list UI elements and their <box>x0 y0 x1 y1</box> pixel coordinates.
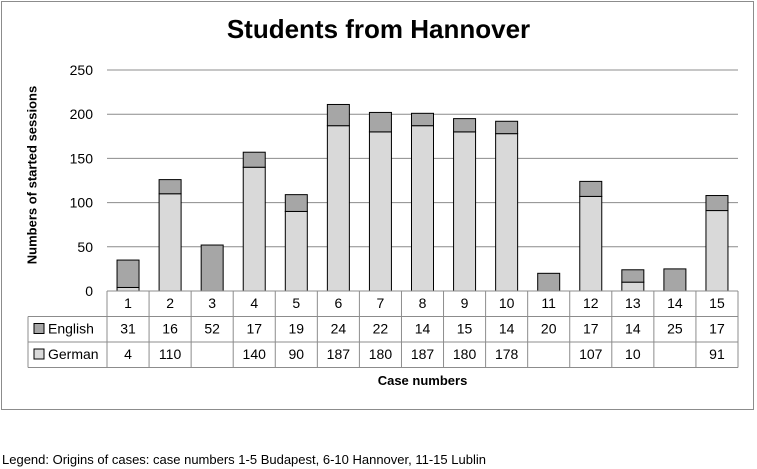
bar-english <box>453 118 477 133</box>
data-label-german: 180 <box>453 346 477 362</box>
data-label-english: 15 <box>457 321 473 337</box>
x-tick-label: 13 <box>625 295 641 311</box>
data-label-english: 31 <box>120 321 136 337</box>
bar-german <box>495 133 519 292</box>
bar-english <box>537 272 561 292</box>
x-tick-label: 14 <box>667 295 683 311</box>
bar-english <box>284 194 308 212</box>
data-label-english: 52 <box>204 321 220 337</box>
bar-german <box>326 125 350 292</box>
data-label-german: 180 <box>369 346 393 362</box>
legend-swatch-german <box>33 348 45 360</box>
legend-note: Legend: Origins of cases: case numbers 1… <box>2 452 486 467</box>
x-tick-label: 15 <box>709 295 725 311</box>
bar-english <box>158 179 182 195</box>
data-label-english: 14 <box>625 321 641 337</box>
x-tick-label: 9 <box>461 295 469 311</box>
data-label-german: 178 <box>495 346 519 362</box>
bar-german <box>705 210 729 292</box>
data-label-english: 19 <box>289 321 305 337</box>
data-label-english: 24 <box>331 321 347 337</box>
x-tick-label: 5 <box>292 295 300 311</box>
bar-german <box>116 286 140 292</box>
bar-german <box>368 131 392 292</box>
data-label-english: 17 <box>583 321 599 337</box>
bar-english <box>621 269 645 283</box>
data-label-german: 187 <box>327 346 351 362</box>
bar-english <box>663 268 687 292</box>
bar-german <box>621 281 645 292</box>
legend-label-english: English <box>48 321 94 337</box>
x-tick-label: 10 <box>499 295 515 311</box>
x-tick-label: 2 <box>166 295 174 311</box>
data-label-english: 20 <box>541 321 557 337</box>
bar-english <box>495 120 519 135</box>
x-tick-label: 12 <box>583 295 599 311</box>
data-label-german: 110 <box>159 346 182 362</box>
bar-german <box>453 131 477 292</box>
data-label-english: 25 <box>667 321 683 337</box>
bar-german <box>242 166 266 292</box>
x-tick-label: 3 <box>208 295 216 311</box>
bar-german <box>411 125 434 292</box>
data-label-german: 4 <box>124 346 132 362</box>
y-tick-label: 100 <box>70 195 94 211</box>
data-label-german: 90 <box>289 346 305 362</box>
legend-swatch-english <box>33 323 45 334</box>
x-tick-label: 8 <box>419 295 427 311</box>
bar-english <box>242 151 266 168</box>
data-label-german: 187 <box>411 346 435 362</box>
y-tick-label: 150 <box>70 150 94 166</box>
data-label-english: 14 <box>415 321 431 337</box>
x-tick-label: 1 <box>124 295 132 311</box>
chart-title: Students from Hannover <box>226 14 531 44</box>
bar-english <box>116 259 140 288</box>
bar-english <box>705 195 729 212</box>
bar-english <box>326 103 350 127</box>
data-label-german: 140 <box>243 346 267 362</box>
data-label-english: 17 <box>709 321 725 337</box>
legend-label-german: German <box>48 346 99 362</box>
bar-german <box>579 195 603 292</box>
data-label-german: 10 <box>625 346 641 362</box>
data-label-english: 22 <box>373 321 389 337</box>
y-tick-label: 50 <box>77 239 93 255</box>
bar-english <box>368 111 392 133</box>
x-tick-label: 7 <box>377 295 385 311</box>
data-label-german: 107 <box>579 346 603 362</box>
bar-english <box>200 244 224 292</box>
data-label-english: 17 <box>246 321 262 337</box>
bar-english <box>579 180 603 197</box>
bar-german <box>284 210 308 292</box>
y-tick-label: 0 <box>85 283 93 299</box>
data-label-english: 14 <box>499 321 515 337</box>
y-tick-label: 200 <box>70 106 94 122</box>
x-tick-label: 11 <box>541 295 556 311</box>
data-label-english: 16 <box>162 321 178 337</box>
bar-german <box>158 193 182 292</box>
bar-english <box>411 112 434 127</box>
x-tick-label: 6 <box>334 295 342 311</box>
y-tick-label: 250 <box>70 62 94 78</box>
data-label-german: 91 <box>709 346 725 362</box>
x-axis-label: Case numbers <box>377 373 468 388</box>
x-tick-label: 4 <box>250 295 258 311</box>
